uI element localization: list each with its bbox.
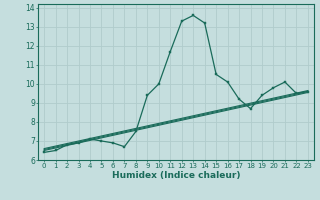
X-axis label: Humidex (Indice chaleur): Humidex (Indice chaleur)	[112, 171, 240, 180]
